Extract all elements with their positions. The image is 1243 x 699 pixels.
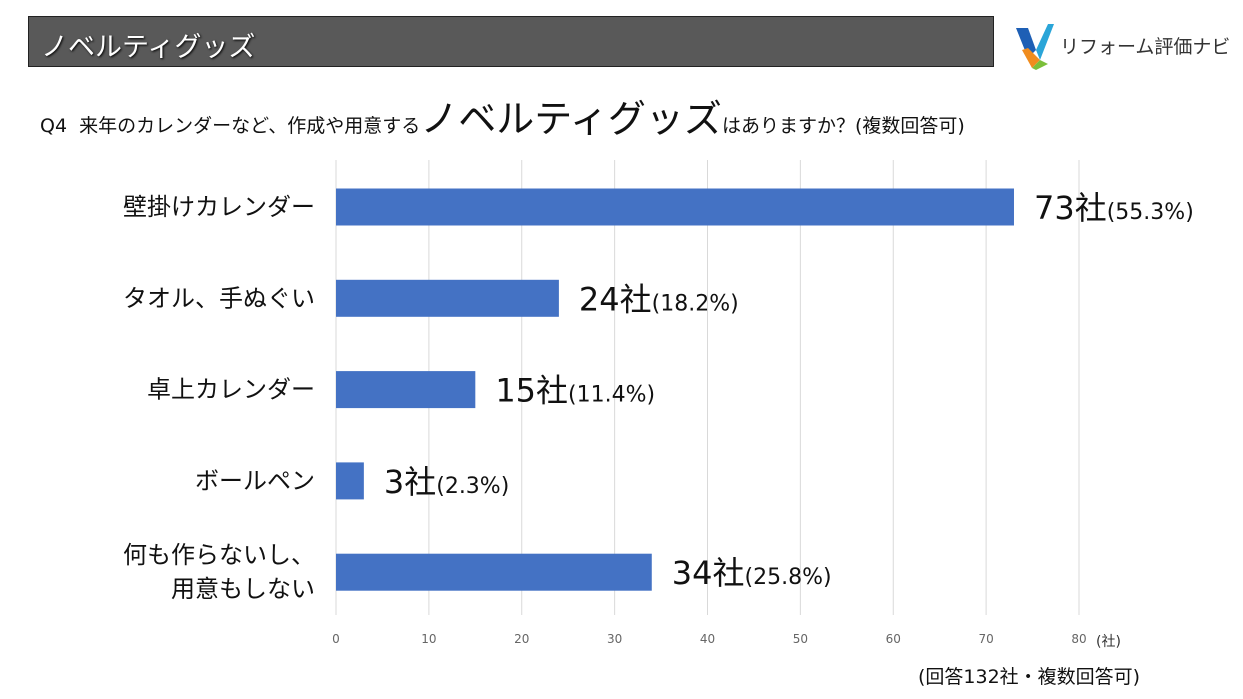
category-label: ボールペン: [195, 467, 315, 495]
bar: [336, 188, 1014, 226]
data-label-percent: (2.3%): [436, 474, 509, 499]
data-label-percent: (11.4%): [568, 383, 655, 408]
data-label: 15社(11.4%): [495, 372, 655, 410]
question: Q4 来年のカレンダーなど、作成や用意するノベルティグッズはありますか？(複数回…: [40, 88, 965, 143]
data-label: 3社(2.3%): [384, 463, 509, 501]
data-label-count: 24社: [579, 280, 652, 318]
data-label-count: 73社: [1034, 189, 1107, 227]
data-label-percent: (55.3%): [1107, 200, 1194, 225]
x-tick-label: 70: [978, 632, 993, 646]
footnote: (回答132社・複数回答可): [918, 666, 1141, 688]
category-label: 卓上カレンダー: [147, 376, 315, 404]
category-label: タオル、手ぬぐい: [123, 284, 315, 312]
x-tick-label: 50: [793, 632, 808, 646]
data-label-count: 3社: [384, 463, 436, 501]
x-tick-label: 80: [1071, 632, 1086, 646]
x-tick-label: 30: [607, 632, 622, 646]
bar: [336, 553, 652, 591]
category-label: 何も作らないし、: [123, 541, 315, 569]
data-label-percent: (25.8%): [745, 565, 832, 590]
data-label: 73社(55.3%): [1034, 189, 1194, 227]
category-label: 壁掛けカレンダー: [123, 193, 315, 221]
logo-text: リフォーム評価ナビ: [1060, 36, 1231, 58]
data-label: 34社(25.8%): [672, 554, 832, 592]
x-unit-label: (社): [1096, 634, 1121, 650]
data-label: 24社(18.2%): [579, 280, 739, 318]
category-label: 用意もしない: [171, 575, 315, 603]
header-title: ノベルティグッズ: [41, 32, 256, 63]
question-emphasis: ノベルティグッズ: [420, 97, 722, 141]
bar: [336, 279, 559, 317]
bar: [336, 462, 364, 500]
bar: [336, 371, 476, 409]
x-tick-label: 20: [514, 632, 529, 646]
logo: リフォーム評価ナビ: [1014, 20, 1234, 70]
x-tick-label: 10: [421, 632, 436, 646]
question-text: 来年のカレンダーなど、作成や用意する: [79, 115, 421, 137]
data-label-count: 34社: [672, 554, 745, 592]
question-number: Q4: [40, 115, 68, 137]
question-text-end: はありますか？(複数回答可): [721, 115, 965, 137]
header-bar: ノベルティグッズ: [28, 16, 994, 67]
logo-mark-icon: [1016, 24, 1054, 70]
x-tick-label: 0: [332, 632, 340, 646]
data-label-percent: (18.2%): [652, 291, 739, 316]
x-tick-label: 60: [886, 632, 901, 646]
x-tick-label: 40: [700, 632, 715, 646]
data-label-count: 15社: [495, 372, 568, 410]
